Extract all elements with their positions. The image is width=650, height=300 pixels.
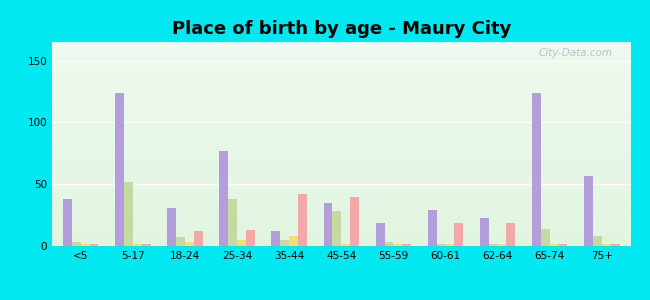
Bar xyxy=(332,212,341,246)
Bar xyxy=(611,244,619,246)
Bar xyxy=(133,244,142,246)
Bar xyxy=(584,176,593,246)
Bar xyxy=(532,93,541,246)
Bar xyxy=(167,208,176,246)
Bar xyxy=(246,230,255,246)
Bar xyxy=(63,199,72,246)
Bar xyxy=(506,223,515,246)
Bar xyxy=(219,151,228,246)
Bar xyxy=(428,210,437,246)
Bar xyxy=(81,244,90,246)
Bar xyxy=(350,196,359,246)
Bar xyxy=(124,182,133,246)
Bar xyxy=(402,244,411,246)
Bar xyxy=(324,203,332,246)
Bar xyxy=(142,244,151,246)
Bar xyxy=(393,244,402,246)
Bar xyxy=(90,244,98,246)
Bar xyxy=(237,240,246,246)
Bar xyxy=(176,237,185,246)
Bar xyxy=(445,244,454,246)
Bar xyxy=(341,244,350,246)
Bar xyxy=(376,223,385,246)
Bar xyxy=(194,231,203,246)
Bar xyxy=(454,223,463,246)
Bar xyxy=(593,236,602,246)
Text: City-Data.com: City-Data.com xyxy=(539,48,613,58)
Bar xyxy=(72,242,81,246)
Bar xyxy=(272,231,280,246)
Bar xyxy=(550,244,558,246)
Bar xyxy=(437,244,445,246)
Bar xyxy=(602,244,611,246)
Bar xyxy=(185,242,194,246)
Bar xyxy=(498,244,506,246)
Bar xyxy=(541,229,550,246)
Bar xyxy=(385,242,393,246)
Bar xyxy=(228,199,237,246)
Bar xyxy=(280,240,289,246)
Bar xyxy=(289,236,298,246)
Bar xyxy=(115,93,124,246)
Title: Place of birth by age - Maury City: Place of birth by age - Maury City xyxy=(172,20,511,38)
Bar xyxy=(558,244,567,246)
Bar xyxy=(489,244,498,246)
Bar xyxy=(480,218,489,246)
Bar xyxy=(298,194,307,246)
